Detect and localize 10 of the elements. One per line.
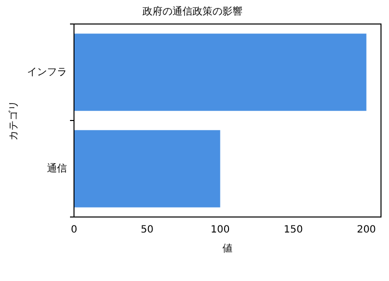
x-tick-label: 200 bbox=[356, 224, 376, 236]
x-axis-title: 値 bbox=[222, 242, 232, 255]
y-tick-label: 通信 bbox=[47, 162, 67, 174]
y-axis-title: カテゴリ bbox=[8, 100, 20, 140]
chart-title: 政府の通信政策の影響 bbox=[142, 6, 242, 18]
x-tick-label: 0 bbox=[70, 224, 78, 236]
x-tick-label: 50 bbox=[140, 224, 154, 236]
x-tick-label: 150 bbox=[284, 224, 303, 236]
x-tick-label: 100 bbox=[210, 224, 230, 236]
y-tick-label: インフラ bbox=[27, 66, 67, 78]
